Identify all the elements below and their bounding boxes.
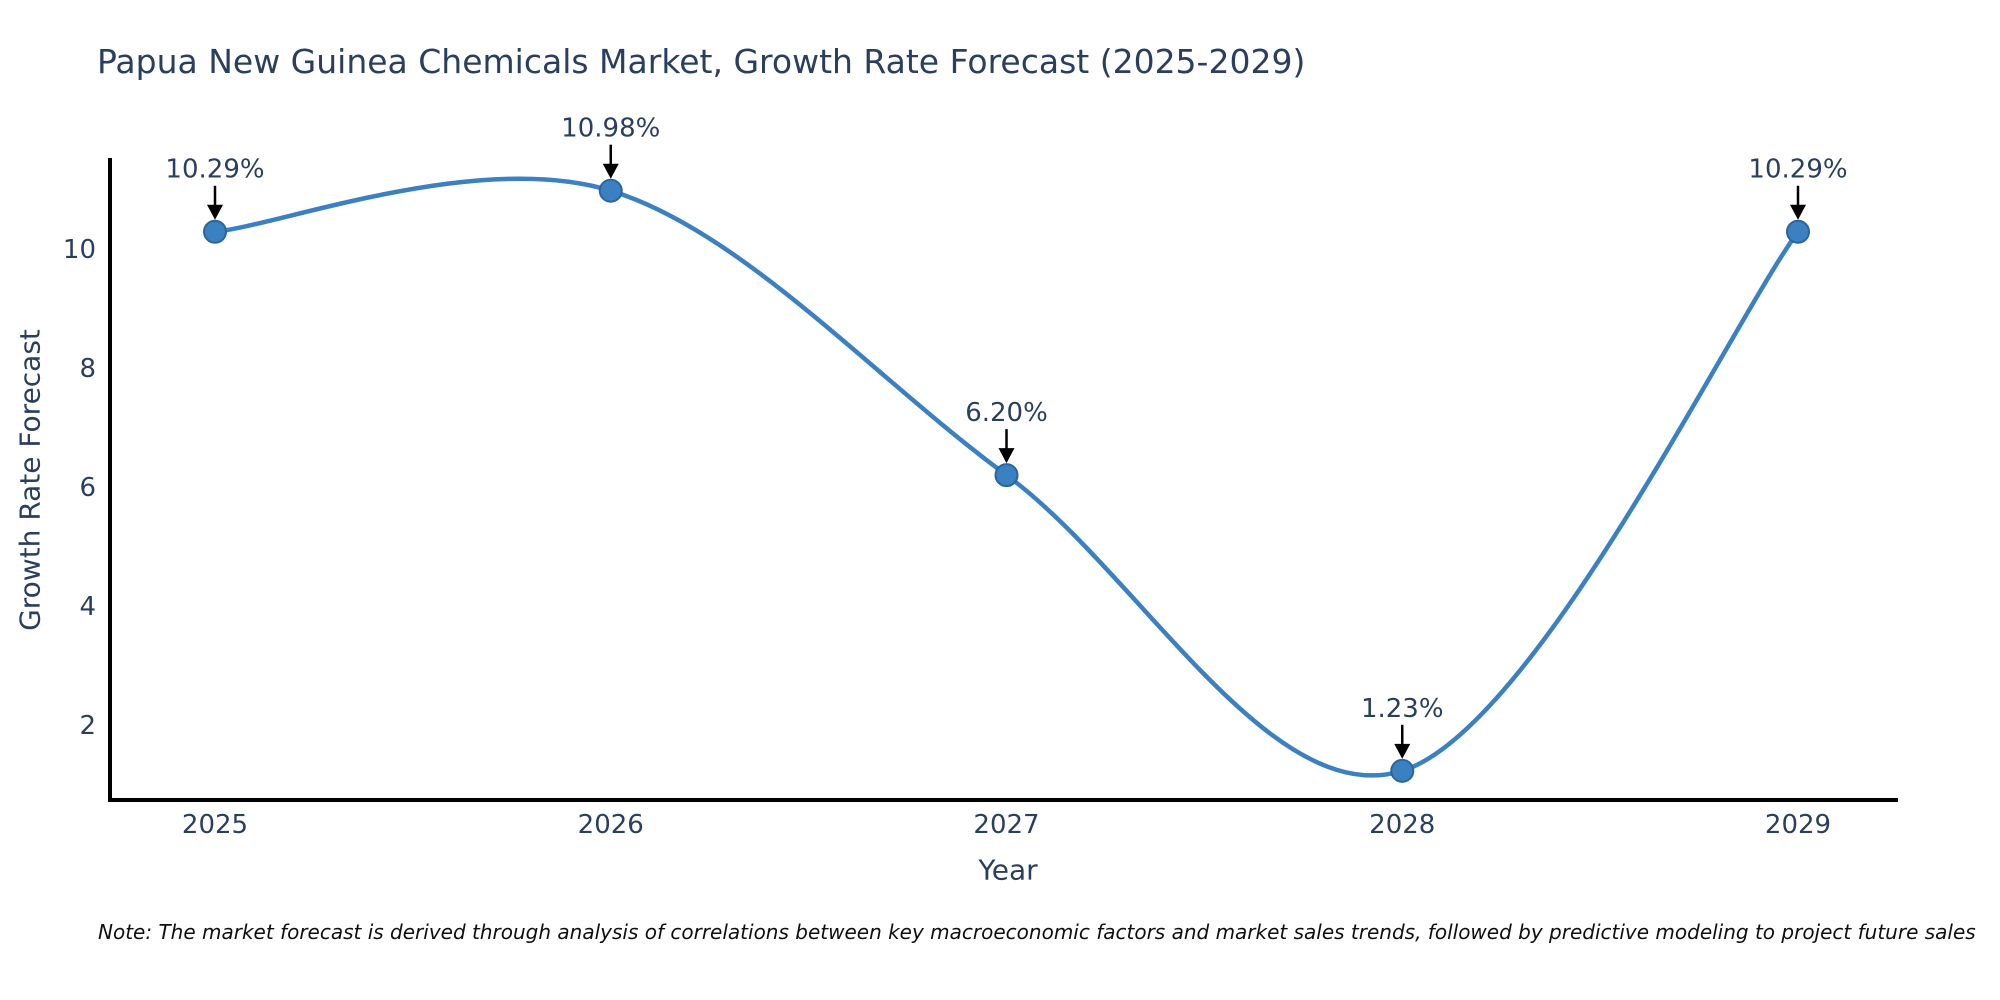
x-tick-label: 2029 [1765, 810, 1831, 840]
data-point-marker [203, 219, 227, 244]
x-tick-label: 2027 [973, 810, 1039, 840]
y-tick-label: 8 [79, 354, 96, 384]
annotation-arrowhead-icon [1790, 204, 1806, 220]
y-tick-label: 2 [79, 711, 96, 741]
growth-rate-spline [212, 176, 1801, 778]
y-tick-label: 6 [79, 473, 96, 503]
x-tick-label: 2026 [578, 810, 644, 840]
line-series-layer [203, 176, 1810, 783]
x-axis-title: Year [978, 853, 1038, 887]
tick-labels-layer: 2 4 6 8 10 2025 2026 2027 2028 2029 [63, 235, 1831, 840]
point-value-label: 10.29% [165, 155, 264, 185]
point-value-label: 6.20% [965, 398, 1048, 428]
y-tick-label: 4 [79, 592, 96, 622]
point-value-label: 10.98% [561, 114, 660, 144]
y-tick-label: 10 [63, 235, 96, 265]
axes-layer [108, 158, 1898, 802]
data-point-marker [1786, 219, 1810, 244]
annotations-layer: 10.29% 10.98% 6.20% 1.23% 10.29% [165, 114, 1848, 759]
point-value-label: 1.23% [1361, 694, 1444, 724]
annotation-arrowhead-icon [1394, 743, 1411, 759]
annotation-arrowhead-icon [998, 448, 1015, 464]
point-value-label: 10.29% [1748, 155, 1847, 185]
footnote: Note: The market forecast is derived thr… [98, 920, 1976, 944]
data-point-marker [1390, 758, 1415, 783]
annotation-arrowhead-icon [602, 163, 619, 179]
x-tick-label: 2028 [1369, 810, 1435, 840]
data-point-marker [598, 178, 623, 203]
data-point-marker [994, 463, 1019, 488]
annotation-arrowhead-icon [207, 204, 223, 220]
x-tick-label: 2025 [182, 810, 248, 840]
chart-title: Papua New Guinea Chemicals Market, Growt… [97, 42, 1306, 81]
